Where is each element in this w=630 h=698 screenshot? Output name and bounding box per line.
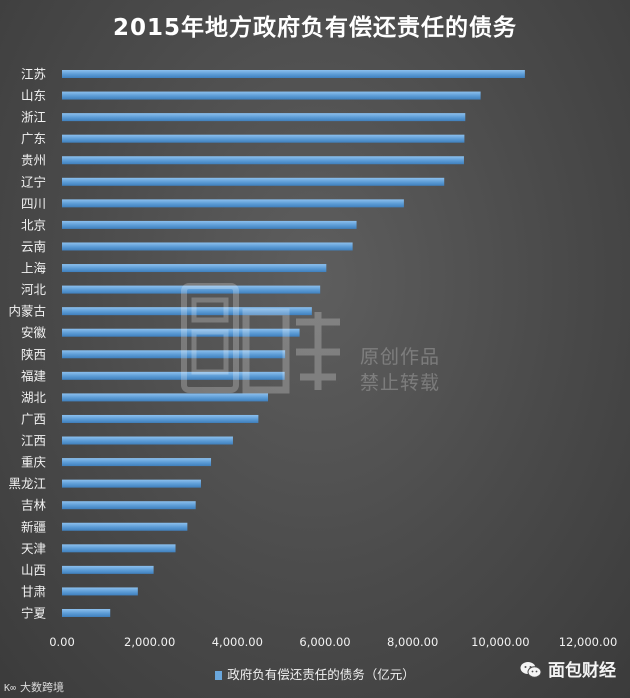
category-label: 天津 <box>21 541 46 556</box>
category-label: 上海 <box>21 261 47 276</box>
category-label: 北京 <box>21 217 46 232</box>
x-tick-label: 10,000.00 <box>471 635 530 649</box>
bar-上海 <box>62 264 327 273</box>
x-tick-label: 4,000.00 <box>212 635 263 649</box>
bar-黑龙江 <box>62 479 201 488</box>
bar-辽宁 <box>62 177 445 186</box>
category-label: 湖北 <box>21 390 47 405</box>
legend-swatch <box>215 671 223 680</box>
bar-山东 <box>62 91 481 100</box>
watermark: 原创作品 禁止转载 <box>180 282 470 402</box>
category-label: 宁夏 <box>21 606 47 621</box>
source-watermark: K∞ 大数跨境 <box>4 679 64 695</box>
brand-watermark-text: 面包财经 <box>548 661 616 681</box>
category-label: 浙江 <box>21 110 46 125</box>
bar-重庆 <box>62 458 212 467</box>
category-label: 山东 <box>21 88 46 103</box>
legend: 政府负有偿还责任的债务（亿元） <box>0 664 630 683</box>
bar-北京 <box>62 220 357 229</box>
category-label: 四川 <box>21 196 46 211</box>
category-label: 重庆 <box>21 455 47 470</box>
category-label: 广西 <box>21 411 46 426</box>
x-tick-label: 6,000.00 <box>299 635 350 649</box>
bar-广东 <box>62 134 465 143</box>
category-label: 陕西 <box>21 347 46 362</box>
category-label: 内蒙古 <box>8 304 46 319</box>
category-label: 江西 <box>21 433 46 448</box>
wechat-icon <box>520 662 542 678</box>
bar-内蒙古 <box>62 307 312 316</box>
category-label: 甘肃 <box>21 584 46 599</box>
category-label: 江苏 <box>21 67 46 82</box>
bar-浙江 <box>62 113 466 122</box>
bar-山西 <box>62 565 154 574</box>
x-tick-label: 2,000.00 <box>124 635 175 649</box>
source-watermark-text: 大数跨境 <box>20 681 65 694</box>
bar-陕西 <box>62 350 286 359</box>
bar-云南 <box>62 242 353 251</box>
category-label: 吉林 <box>21 498 47 513</box>
chart-title: 2015年地方政府负有偿还责任的债务 <box>112 15 517 41</box>
bar-新疆 <box>62 522 188 531</box>
watermark-text-line2: 禁止转载 <box>360 372 441 394</box>
bar-贵州 <box>62 156 464 165</box>
x-tick-label: 0.00 <box>49 635 75 649</box>
x-tick-label: 8,000.00 <box>387 635 438 649</box>
category-label: 贵州 <box>21 153 46 168</box>
bar-河北 <box>62 285 321 294</box>
watermark-text-line1: 原创作品 <box>360 346 441 368</box>
category-label: 河北 <box>21 282 47 297</box>
brand-watermark: 面包财经 <box>520 656 616 681</box>
bar-广西 <box>62 414 259 423</box>
bar-天津 <box>62 544 176 553</box>
bar-甘肃 <box>62 587 138 596</box>
category-label: 云南 <box>21 239 46 254</box>
category-label: 福建 <box>21 368 47 383</box>
legend-label: 政府负有偿还责任的债务（亿元） <box>227 667 415 682</box>
bar-吉林 <box>62 501 196 510</box>
category-label: 黑龙江 <box>8 476 46 491</box>
watermark-logo-icon <box>181 283 340 394</box>
bar-江苏 <box>62 70 525 78</box>
category-label: 安徽 <box>21 325 47 340</box>
category-label: 广东 <box>21 131 46 146</box>
bar-湖北 <box>62 393 269 402</box>
category-label: 新疆 <box>21 519 46 534</box>
bar-江西 <box>62 436 233 445</box>
bar-安徽 <box>62 328 300 337</box>
bar-四川 <box>62 199 404 208</box>
category-label: 辽宁 <box>21 174 46 189</box>
x-tick-label: 12,000.00 <box>559 635 618 649</box>
bar-宁夏 <box>62 609 111 617</box>
brand-logo-icon: K∞ <box>4 683 17 694</box>
bar-福建 <box>62 371 285 380</box>
category-label: 山西 <box>21 562 46 577</box>
